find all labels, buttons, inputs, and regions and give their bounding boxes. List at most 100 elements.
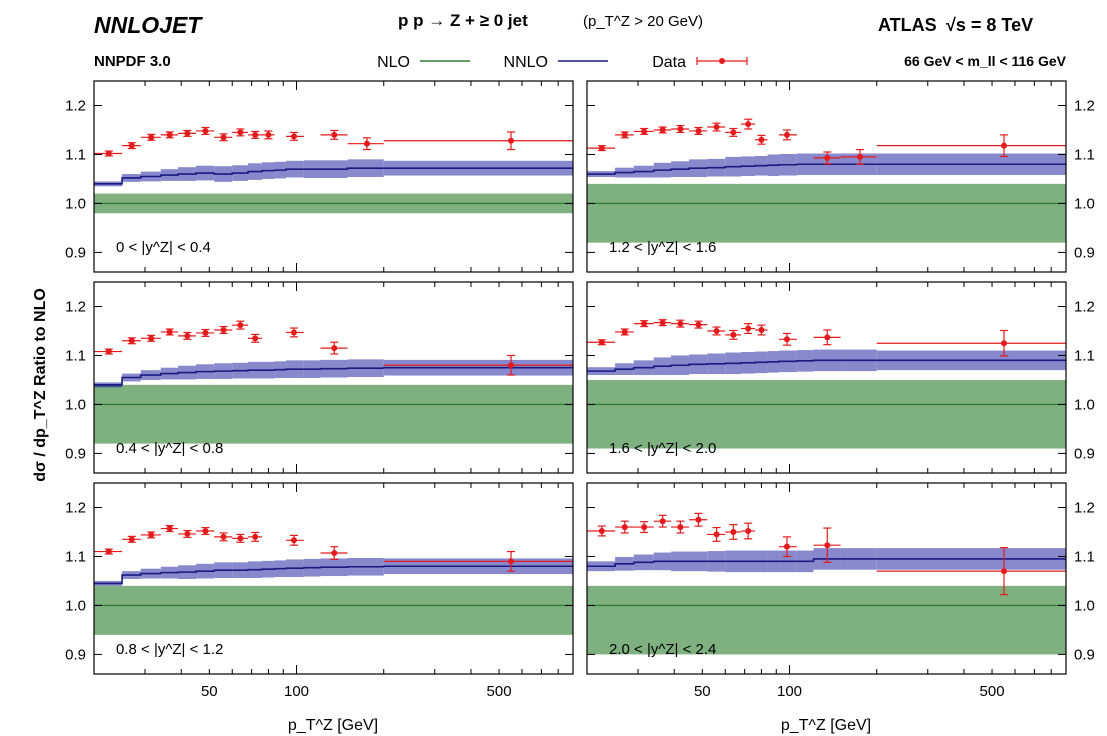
- data-marker: [237, 129, 244, 136]
- y-tick-label: 1.2: [65, 499, 86, 516]
- data-point: [813, 151, 841, 165]
- nnlo-center-line: [94, 366, 573, 386]
- panel-plot-area: [587, 118, 1066, 243]
- data-marker: [641, 320, 648, 327]
- data-marker: [745, 325, 752, 332]
- data-point: [286, 534, 304, 546]
- data-point: [813, 527, 841, 563]
- data-point: [725, 127, 741, 137]
- data-marker: [265, 131, 272, 138]
- data-point: [689, 512, 708, 527]
- data-point: [587, 339, 616, 346]
- rapidity-label: 1.6 < |y^Z| < 2.0: [609, 440, 716, 457]
- data-marker: [202, 329, 209, 336]
- panel-frame: [93, 80, 574, 273]
- data-point: [178, 331, 197, 340]
- rapidity-label: 0 < |y^Z| < 0.4: [116, 239, 211, 256]
- data-marker: [148, 531, 155, 538]
- data-marker: [184, 530, 191, 537]
- data-point: [214, 532, 233, 542]
- data-marker: [105, 548, 112, 555]
- data-marker: [758, 326, 765, 333]
- data-point: [653, 126, 672, 134]
- data-marker: [713, 327, 720, 334]
- data-point: [320, 546, 348, 561]
- data-marker: [220, 134, 227, 141]
- data-point: [876, 329, 1066, 357]
- panel-frame: [586, 482, 1067, 675]
- y-tick-label: 1.0: [65, 195, 86, 212]
- x-tick-label: 100: [284, 683, 309, 700]
- data-point: [178, 129, 197, 137]
- data-point: [740, 118, 755, 130]
- data-point: [122, 535, 141, 543]
- x-tick-label: 50: [201, 683, 218, 700]
- nlo-band: [587, 585, 1066, 655]
- y-tick-label: 1.2: [1074, 499, 1095, 516]
- data-point: [232, 128, 248, 137]
- data-point: [383, 354, 573, 376]
- data-point: [707, 122, 726, 132]
- data-marker: [641, 128, 648, 135]
- data-marker: [105, 150, 112, 157]
- panel-5: 0.9 1.0 1.1 1.2 50 100 500 0.8 < |y^Z| < 1.2: [65, 482, 574, 700]
- data-marker: [659, 126, 666, 133]
- y-tick-label: 0.9: [65, 445, 86, 462]
- panel-frame: [93, 281, 574, 474]
- data-marker: [598, 527, 605, 534]
- pdf-label: NNPDF 3.0: [94, 53, 171, 70]
- data-marker: [677, 125, 684, 132]
- data-marker: [508, 362, 515, 369]
- data-marker: [783, 543, 790, 550]
- data-marker: [598, 339, 605, 346]
- data-marker: [659, 319, 666, 326]
- data-marker: [621, 131, 628, 138]
- y-tick-label: 1.1: [1074, 347, 1095, 364]
- data-point: [160, 131, 179, 139]
- y-tick-label: 1.1: [65, 146, 86, 163]
- process-title: p p → Z + ≥ 0 jet: [398, 11, 528, 30]
- data-marker: [128, 337, 135, 344]
- data-point: [196, 328, 215, 337]
- data-point: [286, 327, 304, 338]
- panel-plot-area: [94, 320, 573, 444]
- data-point: [347, 137, 384, 151]
- data-point: [754, 324, 768, 336]
- cut-label: (p_T^Z > 20 GeV): [583, 13, 703, 30]
- nlo-band: [587, 183, 1066, 243]
- panel-plot-area: [587, 319, 1066, 449]
- data-marker: [105, 348, 112, 355]
- data-point: [232, 533, 248, 543]
- data-point: [671, 520, 690, 534]
- y-tick-label: 1.0: [1074, 396, 1095, 413]
- data-point: [94, 548, 123, 555]
- data-point: [653, 514, 672, 528]
- data-point: [320, 129, 348, 140]
- data-point: [214, 325, 233, 335]
- panel-plot-area: [587, 512, 1066, 655]
- data-point: [633, 521, 654, 534]
- data-point: [740, 323, 755, 335]
- data-point: [196, 526, 215, 536]
- data-marker: [783, 336, 790, 343]
- data-point: [813, 329, 841, 346]
- legend-nnlo-label: NNLO: [504, 54, 548, 71]
- nlo-band: [94, 384, 573, 444]
- data-point: [615, 520, 634, 534]
- data-point: [247, 333, 262, 343]
- rapidity-label: 1.2 < |y^Z| < 1.6: [609, 239, 716, 256]
- data-marker: [508, 558, 515, 565]
- x-tick-label: 100: [777, 683, 802, 700]
- data-point: [725, 329, 741, 340]
- panel-3: 0.9 1.0 1.1 1.2 0.4 < |y^Z| < 0.8: [65, 281, 574, 474]
- data-marker: [641, 524, 648, 531]
- data-marker: [695, 321, 702, 328]
- data-point: [633, 127, 654, 135]
- data-point: [633, 320, 654, 328]
- data-marker: [148, 134, 155, 141]
- data-marker: [237, 322, 244, 329]
- data-point: [779, 332, 797, 346]
- panel-frame: [586, 281, 1067, 474]
- nnlo-center-line: [94, 565, 573, 585]
